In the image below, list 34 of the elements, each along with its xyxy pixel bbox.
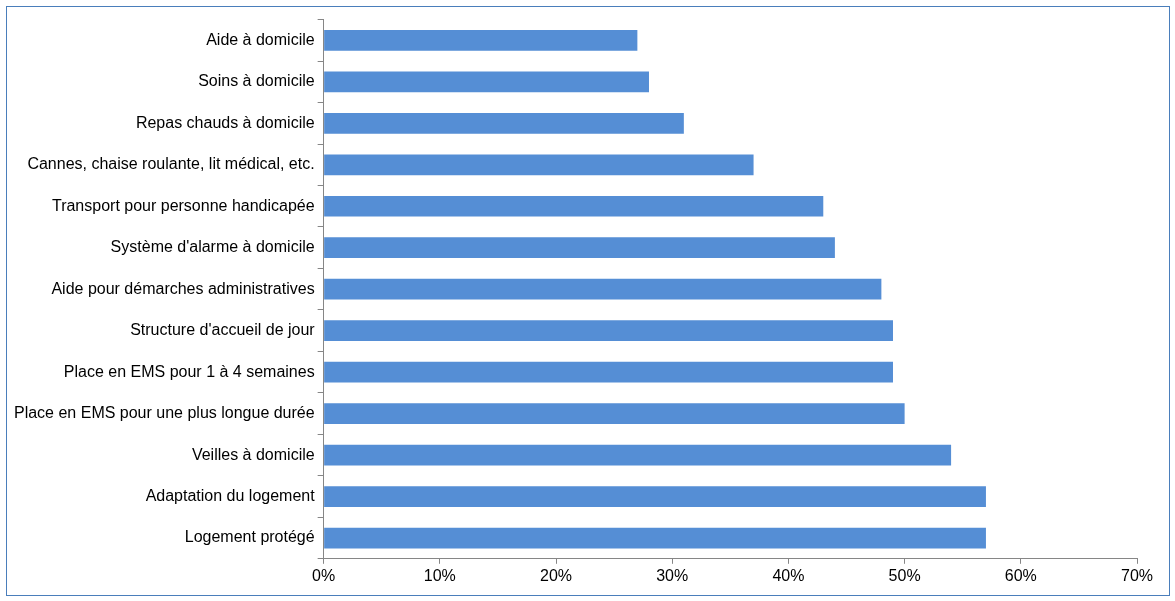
y-tick-label: Logement protégé (184, 528, 315, 546)
bar (324, 71, 649, 93)
y-tick-label: Adaptation du logement (145, 486, 316, 504)
bar (324, 320, 893, 342)
bar (324, 278, 882, 300)
bar (324, 444, 952, 466)
bar (324, 154, 754, 176)
bar (324, 29, 638, 51)
x-tick-label: 0% (312, 566, 336, 584)
x-tick-label: 30% (656, 566, 689, 584)
y-tick-label: Repas chauds à domicile (135, 113, 315, 131)
bar (324, 403, 905, 424)
bar (324, 361, 893, 383)
y-tick-label: Structure d'accueil de jour (130, 321, 316, 339)
x-tick-label: 50% (888, 566, 921, 584)
x-tick-label: 20% (540, 566, 573, 584)
bar (324, 486, 986, 507)
y-tick-label: Aide à domicile (206, 30, 315, 48)
y-tick-label: Système d'alarme à domicile (110, 238, 315, 256)
y-tick-label: Place en EMS pour 1 à 4 semaines (63, 362, 315, 380)
x-tick-label: 10% (423, 566, 456, 584)
y-tick-label: Veilles à domicile (191, 445, 315, 463)
bar (324, 237, 835, 259)
y-tick-label: Transport pour personne handicapée (51, 196, 315, 214)
bar (324, 527, 986, 549)
y-tick-label: Place en EMS pour une plus longue durée (13, 404, 315, 422)
y-tick-label: Soins à domicile (198, 72, 315, 90)
bar (324, 195, 824, 217)
x-tick-label: 40% (772, 566, 805, 584)
y-tick-label: Aide pour démarches administratives (51, 279, 315, 297)
y-tick-label: Cannes, chaise roulante, lit médical, etc. (27, 155, 315, 173)
x-tick-label: 70% (1120, 566, 1154, 584)
bar (324, 112, 684, 134)
x-tick-label: 60% (1004, 566, 1037, 584)
